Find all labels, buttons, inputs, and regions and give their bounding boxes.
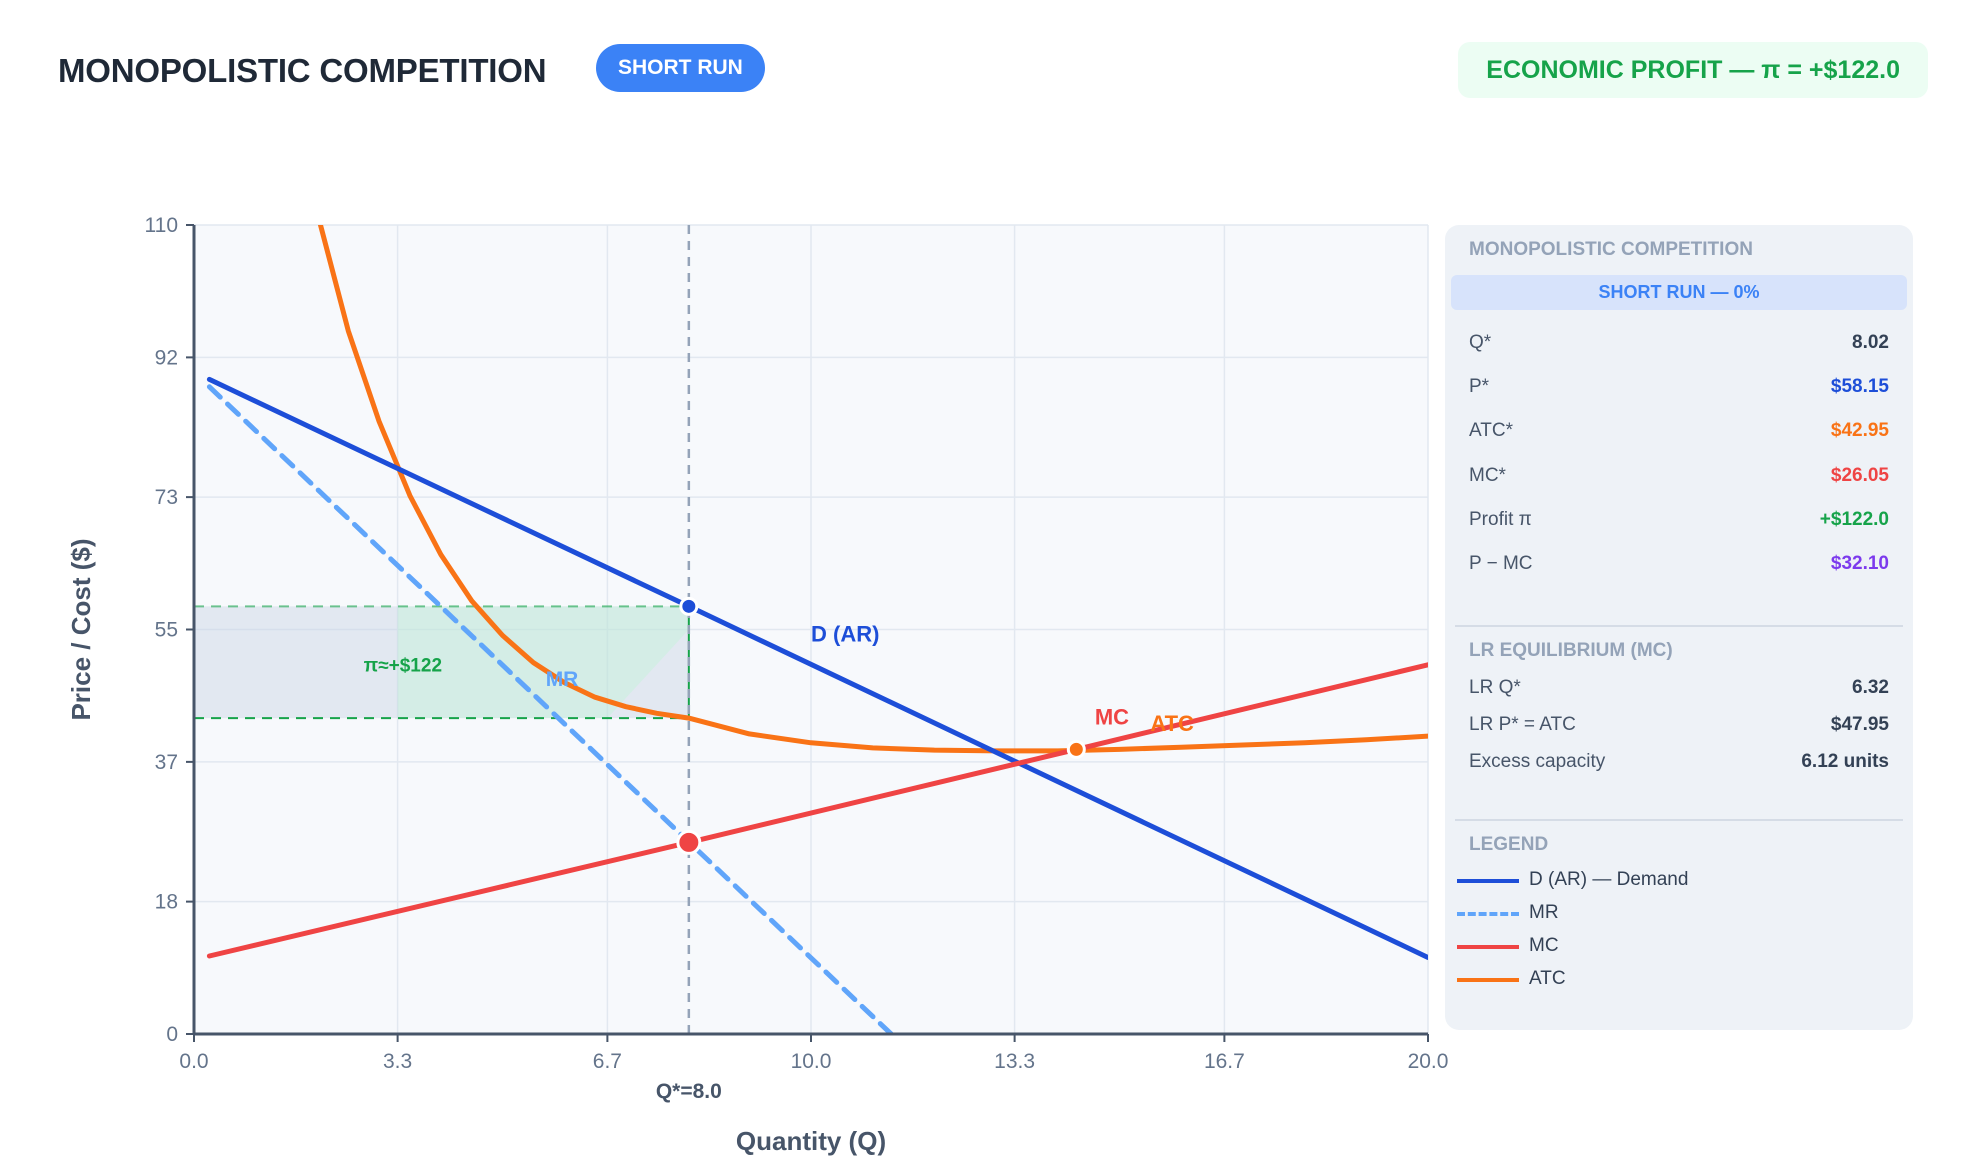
lr-row-excess: Excess capacity 6.12 units xyxy=(1469,748,1889,776)
stat-value: 6.12 units xyxy=(1801,751,1889,772)
legend-swatch xyxy=(1457,879,1519,883)
short-run-band: SHORT RUN — 0% xyxy=(1451,275,1907,310)
legend-swatch xyxy=(1457,945,1519,949)
x-tick-label: 0.0 xyxy=(179,1050,208,1073)
x-axis-title: Quantity (Q) xyxy=(736,1126,886,1156)
atc-curve xyxy=(318,225,1428,754)
panel-heading: MONOPOLISTIC COMPETITION xyxy=(1469,239,1753,260)
x-tick-label: 6.7 xyxy=(593,1050,622,1073)
economic-profit-pill: ECONOMIC PROFIT — π = +$122.0 xyxy=(1458,42,1928,98)
stat-label: LR P* = ATC xyxy=(1469,714,1576,735)
x-tick-label: 3.3 xyxy=(383,1050,412,1073)
y-tick-label: 18 xyxy=(155,891,178,914)
mr-curve-label: MR xyxy=(546,668,579,691)
page-title: MONOPOLISTIC COMPETITION xyxy=(58,52,547,89)
short-run-badge: SHORT RUN xyxy=(596,44,765,92)
stat-value: +$122.0 xyxy=(1819,509,1889,530)
divider xyxy=(1455,625,1903,627)
stat-label: P − MC xyxy=(1469,553,1533,574)
header: MONOPOLISTIC COMPETITION SHORT RUN ECONO… xyxy=(58,42,1928,100)
stat-row-atc: ATC* $42.95 xyxy=(1469,417,1889,445)
stat-value: $42.95 xyxy=(1830,420,1889,441)
stat-label: ATC* xyxy=(1469,420,1513,441)
x-tick-label: 20.0 xyxy=(1408,1050,1449,1073)
legend-heading: LEGEND xyxy=(1469,834,1549,855)
legend-label: D (AR) — Demand xyxy=(1529,869,1689,890)
stat-label: Profit π xyxy=(1469,509,1532,530)
stat-label: MC* xyxy=(1469,465,1506,486)
q-star-label: Q*=8.0 xyxy=(656,1080,722,1103)
divider xyxy=(1455,819,1903,821)
legend-label: MC xyxy=(1529,935,1559,956)
legend-swatch xyxy=(1457,912,1519,916)
legend-label: MR xyxy=(1529,902,1559,923)
y-tick-label: 110 xyxy=(145,214,178,237)
stat-row-q: Q* 8.02 xyxy=(1469,329,1889,357)
stat-row-markup: P − MC $32.10 xyxy=(1469,550,1889,578)
y-tick-label: 73 xyxy=(155,486,178,509)
stat-row-mc: MC* $26.05 xyxy=(1469,462,1889,490)
mr-curve xyxy=(206,384,894,1034)
stat-value: 8.02 xyxy=(1852,332,1889,353)
mc-curve xyxy=(206,662,1428,959)
y-tick-label: 55 xyxy=(155,619,178,642)
lr-row-p: LR P* = ATC $47.95 xyxy=(1469,711,1889,739)
x-tick-label: 10.0 xyxy=(791,1050,832,1073)
lr-row-q: LR Q* 6.32 xyxy=(1469,674,1889,702)
y-axis-title: Price / Cost ($) xyxy=(66,538,96,720)
y-tick-label: 92 xyxy=(155,346,178,369)
mr-mc-intersection-point xyxy=(676,829,702,855)
equilibrium-price-point xyxy=(679,596,699,616)
stat-value: $58.15 xyxy=(1830,376,1889,397)
stat-label: Excess capacity xyxy=(1469,751,1606,772)
info-panel: MONOPOLISTIC COMPETITION SHORT RUN — 0% … xyxy=(1445,225,1913,1030)
stat-row-profit: Profit π +$122.0 xyxy=(1469,506,1889,534)
y-tick-label: 0 xyxy=(166,1023,178,1046)
atc-min-point xyxy=(1066,739,1086,759)
x-tick-label: 16.7 xyxy=(1204,1050,1245,1073)
legend-label: ATC xyxy=(1529,968,1566,989)
atc-curve-label: ATC xyxy=(1150,711,1194,736)
stat-value: $26.05 xyxy=(1830,465,1889,486)
profit-annotation: π≈+$122 xyxy=(364,655,442,676)
legend-swatch xyxy=(1457,978,1519,982)
demand-curve-label: D (AR) xyxy=(811,621,879,646)
stat-label: LR Q* xyxy=(1469,677,1521,698)
y-tick-label: 37 xyxy=(155,751,178,774)
stat-value: 6.32 xyxy=(1852,677,1889,698)
mc-curve-label: MC xyxy=(1095,704,1129,729)
stat-value: $32.10 xyxy=(1830,553,1889,574)
x-tick-label: 13.3 xyxy=(994,1050,1035,1073)
lr-heading: LR EQUILIBRIUM (MC) xyxy=(1469,640,1673,661)
stat-label: Q* xyxy=(1469,332,1492,353)
stat-label: P* xyxy=(1469,376,1490,397)
stat-value: $47.95 xyxy=(1830,714,1889,735)
stat-row-p: P* $58.15 xyxy=(1469,373,1889,401)
